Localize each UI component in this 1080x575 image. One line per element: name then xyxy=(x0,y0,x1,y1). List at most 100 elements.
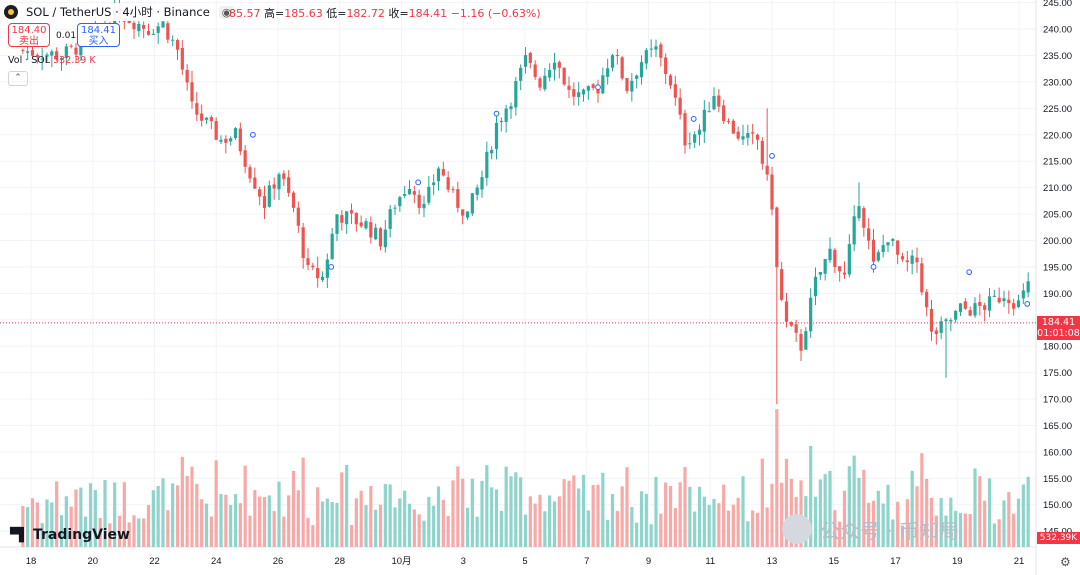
volume-bar xyxy=(470,478,474,547)
settings-gear-icon[interactable]: ⚙ xyxy=(1060,555,1071,569)
volume-bar xyxy=(867,502,871,547)
candle-body xyxy=(693,134,697,143)
watermark: 公众号 · 币知局 xyxy=(782,514,959,544)
candle-body xyxy=(606,68,610,77)
candle-body xyxy=(586,86,590,91)
candle-body xyxy=(683,113,687,146)
candle-body xyxy=(635,75,639,79)
candle-body xyxy=(21,49,25,51)
candle-body xyxy=(248,167,252,179)
candle-body xyxy=(301,227,305,259)
volume-bar xyxy=(697,486,702,547)
candle-body xyxy=(562,67,566,85)
volume-bar xyxy=(649,524,653,547)
volume-bar xyxy=(103,480,107,547)
candle-body xyxy=(1007,299,1011,304)
candle-body xyxy=(494,122,499,149)
volume-bar xyxy=(823,474,827,547)
volume-bar xyxy=(262,497,267,547)
volume-label: Vol · SOL xyxy=(8,55,51,66)
volume-bar xyxy=(577,488,581,547)
candle-body xyxy=(523,55,528,67)
candle-body xyxy=(717,95,721,107)
buy-button[interactable]: 184.41 买入 xyxy=(77,23,120,47)
volume-bar xyxy=(973,468,977,547)
candle-body xyxy=(509,106,513,110)
volume-bar xyxy=(717,503,721,547)
volume-bar xyxy=(765,507,769,547)
symbol-title[interactable]: SOL / TetherUS · 4小时 · Binance xyxy=(23,3,213,21)
candle-body xyxy=(26,51,30,53)
volume-bar xyxy=(432,505,436,547)
volume-bar xyxy=(325,498,329,547)
volume-bar xyxy=(958,512,963,547)
candle-body xyxy=(668,75,673,86)
candle-body xyxy=(345,211,349,225)
volume-bar xyxy=(857,477,861,547)
tradingview-logo[interactable]: ▀▌ TradingView xyxy=(10,527,130,543)
buy-price: 184.41 xyxy=(81,25,116,36)
volume-bar xyxy=(509,476,513,547)
volume-bar xyxy=(581,474,586,547)
volume-bar xyxy=(504,466,508,547)
eye-icon[interactable]: ◉ xyxy=(218,5,235,19)
volume-bar xyxy=(523,514,528,547)
buy-label: 买入 xyxy=(88,36,109,47)
candle-body xyxy=(741,136,745,140)
volume-bar xyxy=(219,494,223,547)
candle-body xyxy=(557,62,561,68)
volume-bar xyxy=(770,483,774,547)
volume-bar xyxy=(282,516,286,547)
candle-body xyxy=(412,191,416,195)
candle-body xyxy=(581,89,586,95)
candle-body xyxy=(833,249,837,268)
y-tick-label: 215.00 xyxy=(1043,157,1072,168)
volume-bar xyxy=(171,483,175,547)
candle-body xyxy=(954,310,958,320)
high-value: 185.63 xyxy=(284,7,323,20)
volume-bar xyxy=(591,484,595,547)
y-tick-label: 175.00 xyxy=(1043,368,1072,379)
sell-button[interactable]: 184.40 卖出 xyxy=(8,23,50,47)
chart-grid xyxy=(0,0,1037,575)
candle-body xyxy=(842,272,847,275)
candle-body xyxy=(751,132,755,134)
candle-body xyxy=(417,194,421,208)
time-axis[interactable]: 18 20 22 24 26 28 10月 3 5 7 9 11 13 15 17 19 21 xyxy=(26,556,1025,567)
candle-body xyxy=(697,129,702,135)
y-tick-label: 160.00 xyxy=(1043,447,1072,458)
candle-body xyxy=(654,46,658,50)
volume-bar xyxy=(441,499,445,547)
volume-legend[interactable]: Vol · SOL 532.39 K xyxy=(8,55,96,66)
volume-bar xyxy=(746,521,750,547)
signal-marker xyxy=(870,263,877,270)
tradingview-wordmark: TradingView xyxy=(33,527,130,543)
volume-bar xyxy=(992,523,996,547)
candle-body xyxy=(369,222,373,238)
candle-body xyxy=(296,207,300,226)
x-tick-label: 3 xyxy=(461,556,466,567)
volume-bar xyxy=(296,490,300,547)
volume-bar xyxy=(813,496,818,547)
x-tick-label: 9 xyxy=(646,556,651,567)
candle-body xyxy=(857,206,861,219)
volume-bar xyxy=(910,470,914,547)
volume-bar xyxy=(151,490,155,547)
candle-body xyxy=(291,192,296,208)
price-axis[interactable]: 245.00 240.00 235.00 230.00 225.00 220.00 215.… xyxy=(1043,0,1072,538)
close-value: 184.41 xyxy=(408,7,448,20)
candle-body xyxy=(620,57,624,79)
candle-body xyxy=(393,207,397,209)
volume-bar xyxy=(925,478,929,547)
collapse-legend-button[interactable]: ⌃ xyxy=(8,71,28,86)
last-price-tag: 184.41 01:01:08 xyxy=(1037,315,1080,340)
volume-bar xyxy=(79,487,83,547)
volume-bar xyxy=(519,477,523,547)
candle-body xyxy=(649,48,653,50)
candle-body xyxy=(374,227,378,240)
symbol-legend[interactable]: SOL / TetherUS · 4小时 · Binance ◉ xyxy=(4,3,235,21)
candle-body xyxy=(722,105,726,122)
volume-bar xyxy=(272,511,276,547)
candle-body xyxy=(156,26,160,33)
